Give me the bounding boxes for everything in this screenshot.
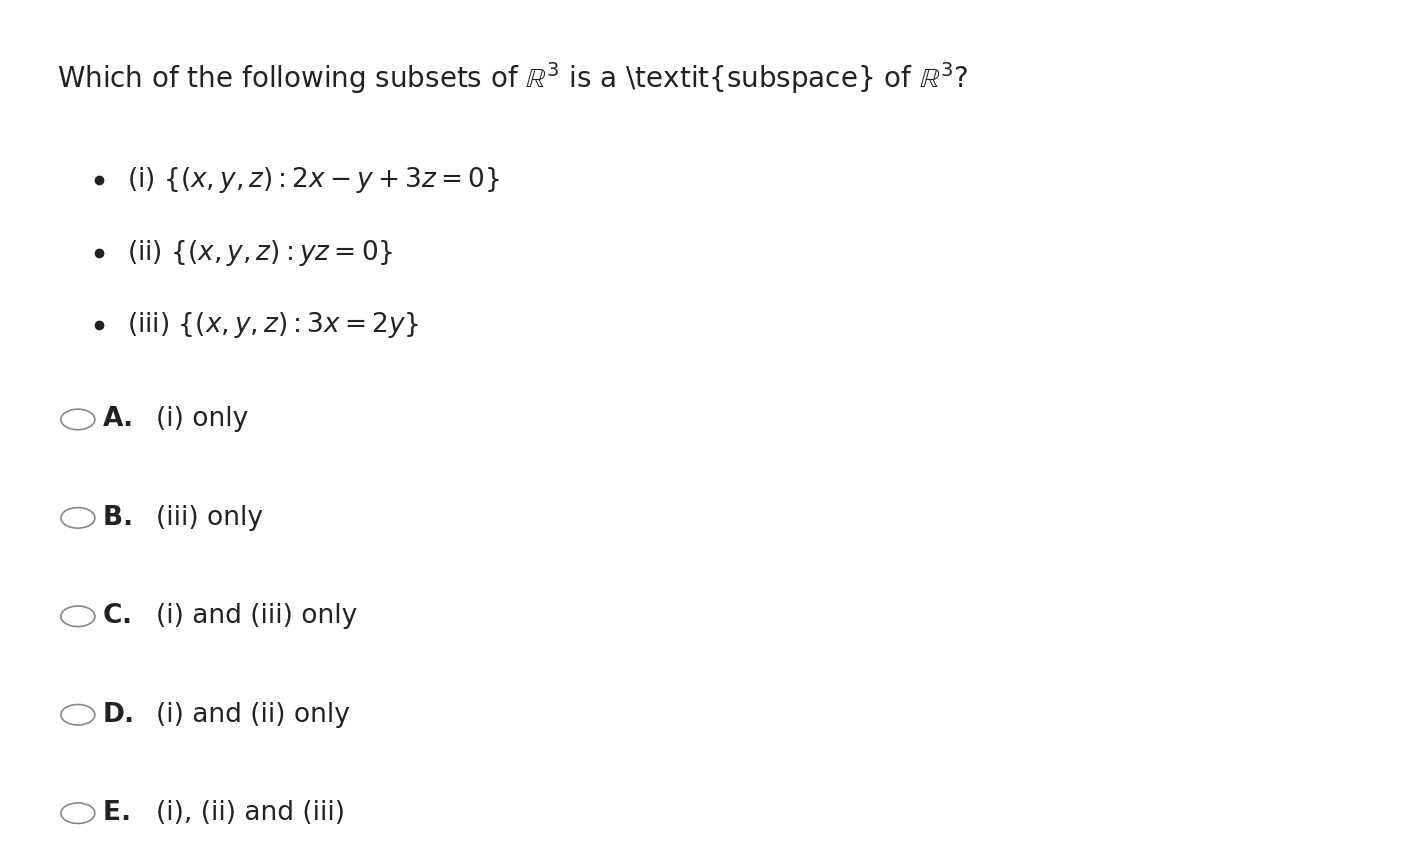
Text: (ii) $\{(x, y, z) : yz = 0\}$: (ii) $\{(x, y, z) : yz = 0\}$ — [127, 237, 394, 268]
Text: $\bf{A.}$: $\bf{A.}$ — [102, 407, 132, 432]
Text: $\bf{D.}$: $\bf{D.}$ — [102, 702, 133, 728]
Text: (i) and (ii) only: (i) and (ii) only — [156, 702, 350, 728]
Text: $\bf{B.}$: $\bf{B.}$ — [102, 505, 132, 531]
Text: (i), (ii) and (iii): (i), (ii) and (iii) — [156, 800, 344, 826]
Text: (i) $\{(x, y, z) : 2x - y + 3z = 0\}$: (i) $\{(x, y, z) : 2x - y + 3z = 0\}$ — [127, 164, 500, 195]
Text: (iii) only: (iii) only — [156, 505, 263, 531]
Text: (i) only: (i) only — [156, 407, 248, 432]
Text: $\bf{C.}$: $\bf{C.}$ — [102, 603, 130, 629]
Text: $\bf{E.}$: $\bf{E.}$ — [102, 800, 129, 826]
Text: (iii) $\{(x, y, z) : 3x = 2y\}$: (iii) $\{(x, y, z) : 3x = 2y\}$ — [127, 310, 419, 341]
Text: Which of the following subsets of $\mathbb{R}^3$ is a \textit{subspace} of $\mat: Which of the following subsets of $\math… — [57, 60, 967, 96]
Text: (i) and (iii) only: (i) and (iii) only — [156, 603, 357, 629]
